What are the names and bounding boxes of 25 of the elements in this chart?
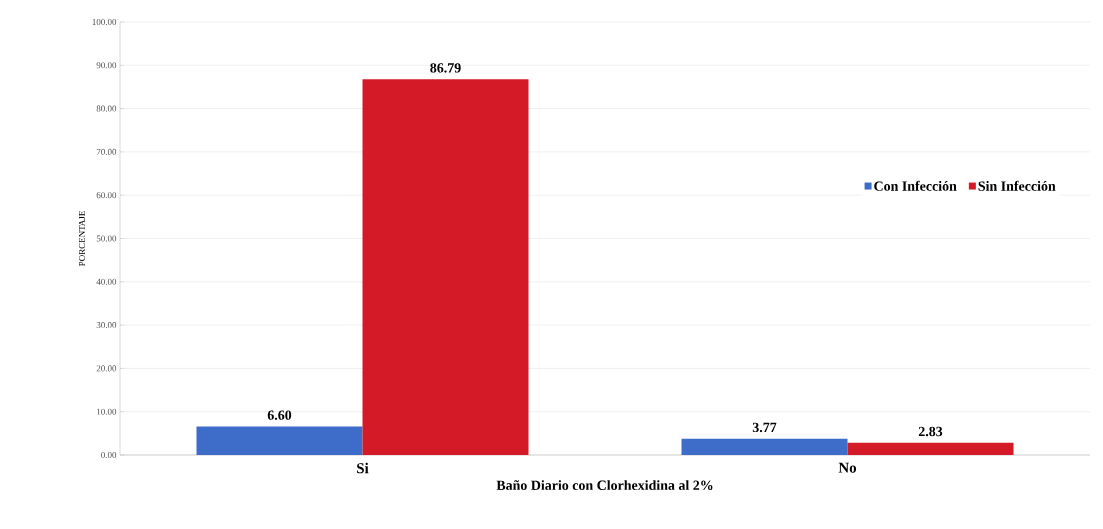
data-label: 3.77 <box>752 422 777 433</box>
bar <box>847 442 1014 455</box>
y-tick-label: 60.00 <box>96 192 117 199</box>
y-tick-label: 70.00 <box>96 148 117 155</box>
y-tick-label: 100.00 <box>92 18 117 26</box>
y-tick-label: 80.00 <box>96 105 117 112</box>
data-label: 86.79 <box>430 63 461 73</box>
y-tick-label: 50.00 <box>96 235 117 242</box>
x-tick-label: Si <box>357 462 369 474</box>
bar <box>362 79 529 455</box>
legend-label: Con Infección <box>874 180 957 191</box>
y-tick-label: 0.00 <box>101 451 117 459</box>
y-tick-label: 20.00 <box>96 365 117 372</box>
bar <box>196 426 363 455</box>
y-tick-label: 90.00 <box>96 62 117 69</box>
y-axis-title: PORCENTAJE <box>78 211 85 267</box>
legend-label: Sin Infección <box>978 180 1056 191</box>
data-label: 6.60 <box>267 410 292 420</box>
y-tick-label: 10.00 <box>97 408 117 415</box>
bar <box>681 438 848 455</box>
y-tick-label: 40.00 <box>96 278 117 285</box>
data-label: 2.83 <box>918 426 943 437</box>
x-tick-label: No <box>838 462 857 473</box>
x-axis-title: Baño Diario con Clorhexidina al 2% <box>496 480 713 491</box>
y-tick-label: 30.00 <box>96 322 117 329</box>
